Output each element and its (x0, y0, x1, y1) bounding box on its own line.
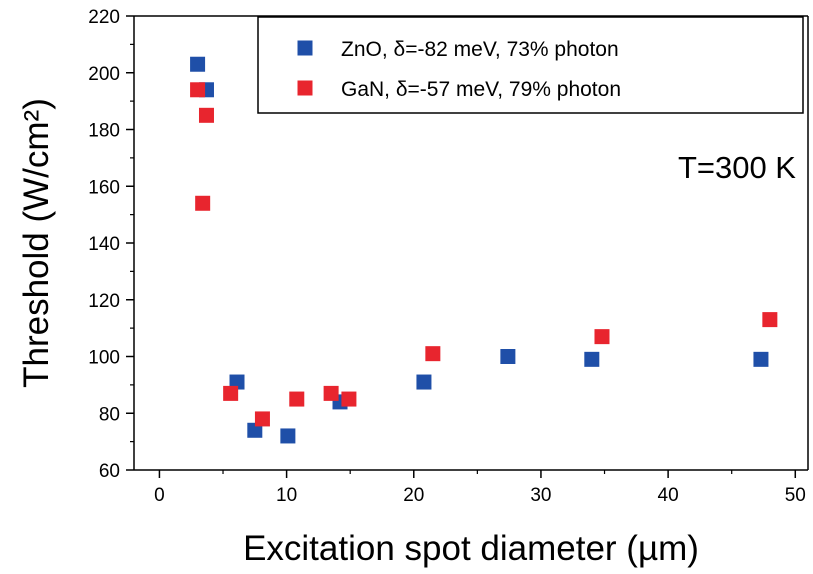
zno-data-point (416, 374, 432, 390)
y-tick-label: 180 (88, 121, 120, 142)
gan-data-point (190, 82, 206, 98)
legend-marker-gan (297, 80, 313, 96)
y-tick-label: 80 (99, 404, 120, 425)
x-tick-label: 40 (658, 485, 679, 506)
legend-label-gan: GaN, δ=-57 meV, 79% photon (341, 78, 621, 101)
gan-data-point (223, 385, 239, 401)
y-tick-label: 100 (88, 348, 120, 369)
gan-data-point (425, 346, 441, 362)
x-tick-label: 0 (154, 485, 165, 506)
y-tick-label: 140 (88, 234, 120, 255)
legend: ZnO, δ=-82 meV, 73% photon GaN, δ=-57 me… (257, 16, 804, 114)
x-tick-label: 20 (403, 485, 424, 506)
gan-data-point (198, 107, 214, 123)
legend-box (257, 16, 804, 114)
gan-data-point (195, 195, 211, 211)
gan-data-point (594, 329, 610, 345)
temperature-annotation: T=300 K (678, 150, 796, 185)
x-axis-title: Excitation spot diameter (µm) (243, 529, 699, 568)
y-tick-label: 200 (88, 64, 120, 85)
gan-data-point (289, 391, 305, 407)
ticks (126, 15, 797, 478)
x-tick-label: 30 (530, 485, 551, 506)
legend-label-zno: ZnO, δ=-82 meV, 73% photon (341, 38, 619, 61)
x-tick-label: 10 (276, 485, 297, 506)
gan-data-point (254, 411, 270, 427)
y-axis-title: Threshold (W/cm²) (17, 98, 56, 388)
zno-data-point (190, 56, 206, 72)
zno-data-point (500, 349, 516, 364)
zno-data-point (753, 351, 769, 367)
zno-data-point (229, 374, 245, 390)
y-tick-label: 60 (99, 461, 120, 482)
x-tick-label: 50 (785, 485, 806, 506)
y-tick-label: 220 (88, 7, 120, 28)
gan-data-point (341, 391, 357, 407)
zno-data-point (280, 428, 296, 444)
tick-labels: 0 10 20 30 40 50 60 80 100 120 140 160 180 200 220 (88, 7, 806, 506)
y-tick-label: 160 (88, 177, 120, 198)
zno-data-point (247, 422, 263, 438)
zno-data-point (584, 351, 600, 367)
legend-marker-zno (297, 40, 313, 56)
gan-data-point (762, 312, 778, 328)
data-points (190, 56, 778, 444)
y-tick-label: 120 (88, 291, 120, 312)
gan-data-point (323, 385, 339, 401)
